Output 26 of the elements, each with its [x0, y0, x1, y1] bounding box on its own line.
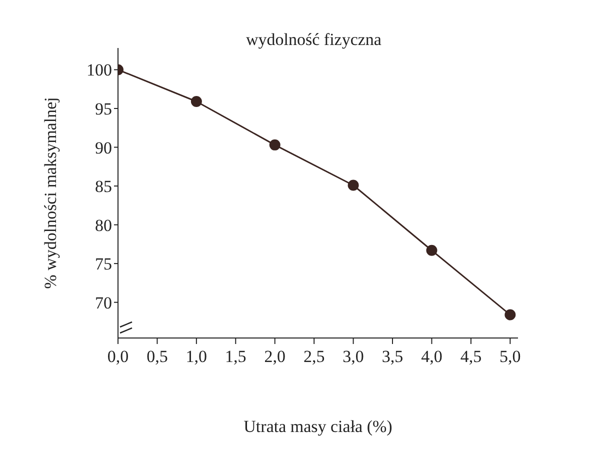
y-tick-label: 100	[86, 60, 112, 80]
y-tick-label: 75	[95, 254, 112, 274]
x-tick-label: 4,5	[460, 347, 482, 366]
y-tick-label: 85	[95, 177, 112, 196]
x-tick-label: 2,0	[264, 347, 286, 366]
x-axis-title: Utrata masy ciała (%)	[244, 417, 392, 436]
x-tick-label: 3,0	[342, 347, 364, 366]
x-tick-label: 3,5	[382, 347, 404, 366]
point	[348, 180, 359, 191]
chart-title: wydolność fizyczna	[246, 30, 382, 50]
point	[504, 309, 516, 320]
point	[426, 244, 438, 256]
x-tick-label: 0,5	[146, 347, 168, 366]
x-tick-label: 1,0	[186, 347, 208, 366]
y-tick-label: 80	[95, 216, 112, 235]
x-tick-label: 2,5	[303, 347, 325, 366]
point	[269, 139, 280, 150]
y-tick-label: 70	[95, 293, 112, 312]
x-tick-label: 4,0	[421, 347, 442, 366]
point	[190, 96, 202, 108]
y-tick-label: 90	[95, 138, 112, 158]
x-tick-label: 1,5	[225, 347, 246, 366]
x-tick-label: 0,0	[107, 347, 129, 366]
y-tick-label: 95	[95, 100, 112, 119]
x-tick-label: 5,0	[500, 347, 521, 366]
y-axis-title: % wydolności maksymalnej	[41, 97, 60, 289]
